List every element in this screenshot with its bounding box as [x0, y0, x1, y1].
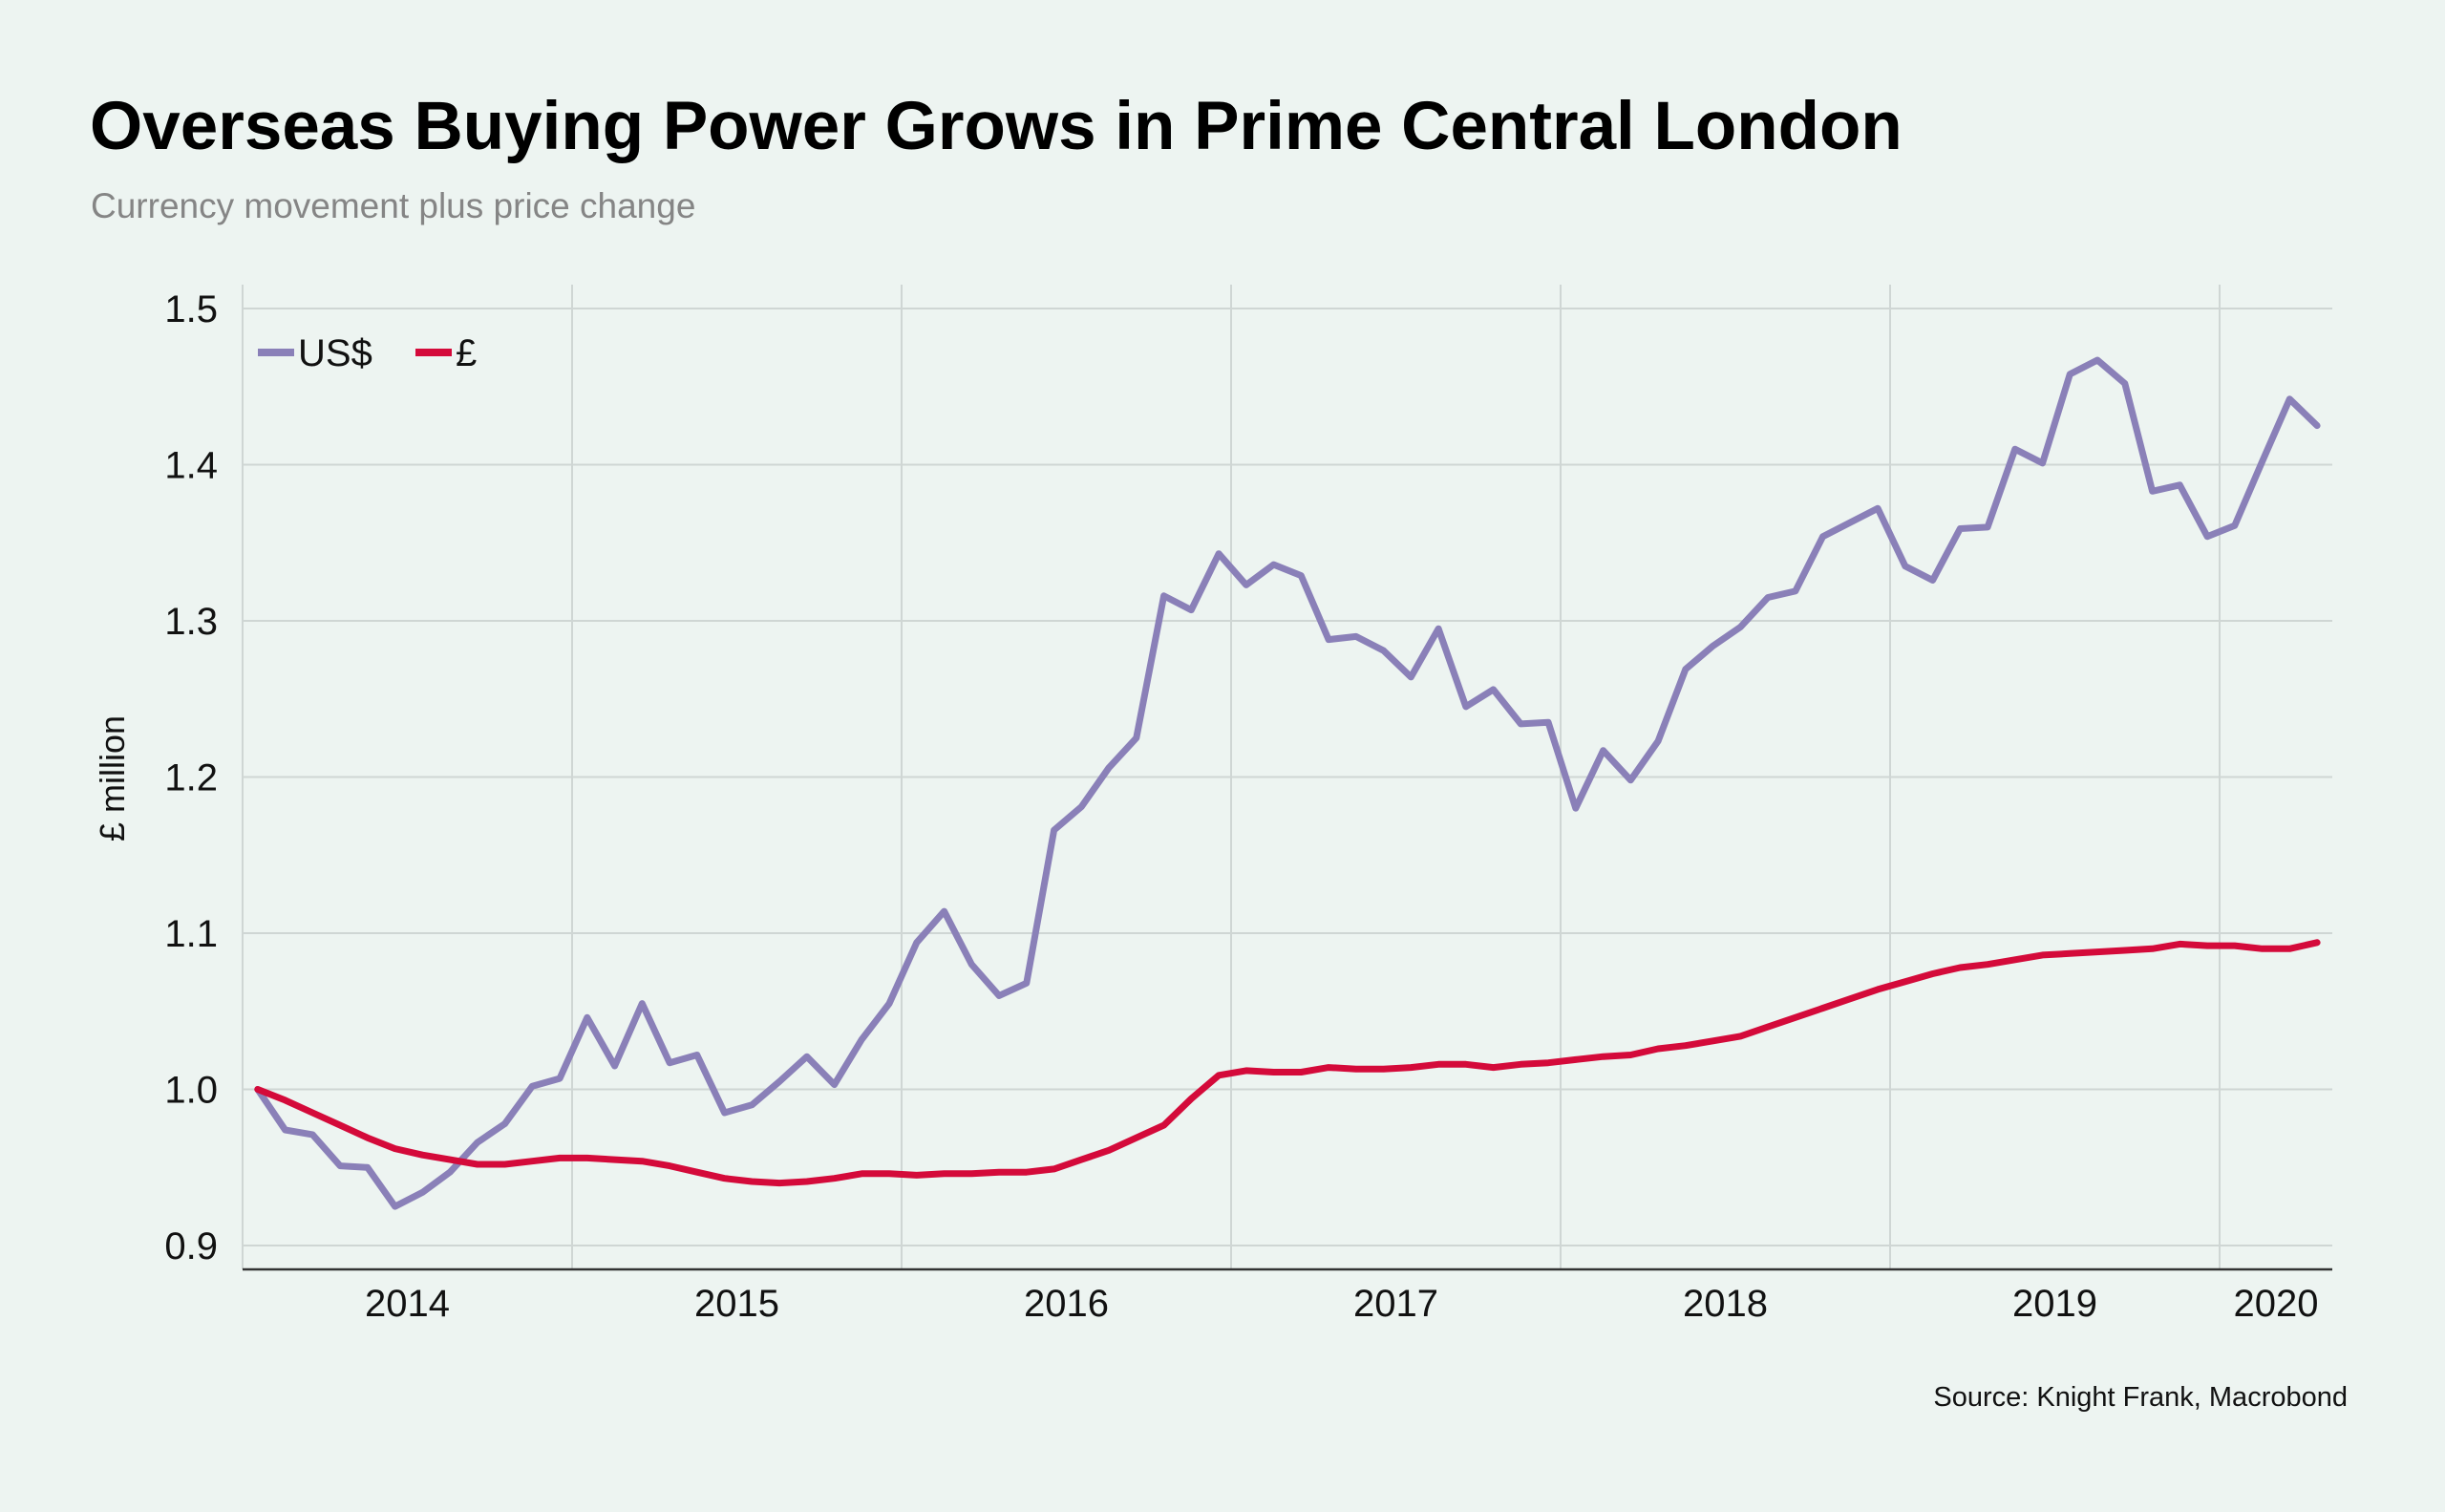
x-tick-label: 2015	[694, 1283, 779, 1325]
series-lines	[254, 356, 2321, 1210]
y-tick-label: 1.5	[164, 288, 218, 330]
legend-label: £	[456, 332, 477, 374]
legend-label: US$	[298, 332, 372, 374]
y-tick-label: 1.3	[164, 601, 218, 643]
x-tick-label: 2018	[1683, 1283, 1768, 1325]
y-tick-label: 1.4	[164, 445, 218, 487]
x-axis-ticks: 2014 2015 2016 2017 2018 2019 2020	[365, 1283, 2318, 1325]
x-tick-label: 2016	[1024, 1283, 1109, 1325]
y-tick-label: 1.0	[164, 1070, 218, 1112]
y-tick-label: 1.2	[164, 757, 218, 799]
y-axis-title: £ million	[93, 715, 132, 841]
x-tick-label: 2019	[2012, 1283, 2097, 1325]
series-line-gbp	[254, 939, 2321, 1187]
chart-title: Overseas Buying Power Grows in Prime Cen…	[90, 89, 1903, 164]
y-axis-ticks: 0.9 1.0 1.1 1.2 1.3 1.4 1.5	[164, 288, 218, 1267]
y-tick-label: 1.1	[164, 913, 218, 955]
x-tick-label: 2017	[1353, 1283, 1438, 1325]
series-line-usd	[254, 356, 2321, 1210]
x-tick-label: 2020	[2234, 1283, 2319, 1325]
y-tick-label: 0.9	[164, 1225, 218, 1267]
gridlines	[242, 285, 2332, 1269]
chart-subtitle: Currency movement plus price change	[91, 186, 696, 225]
x-tick-label: 2014	[365, 1283, 450, 1325]
legend: US$ £	[258, 332, 477, 374]
source-note: Source: Knight Frank, Macrobond	[1933, 1382, 2348, 1413]
